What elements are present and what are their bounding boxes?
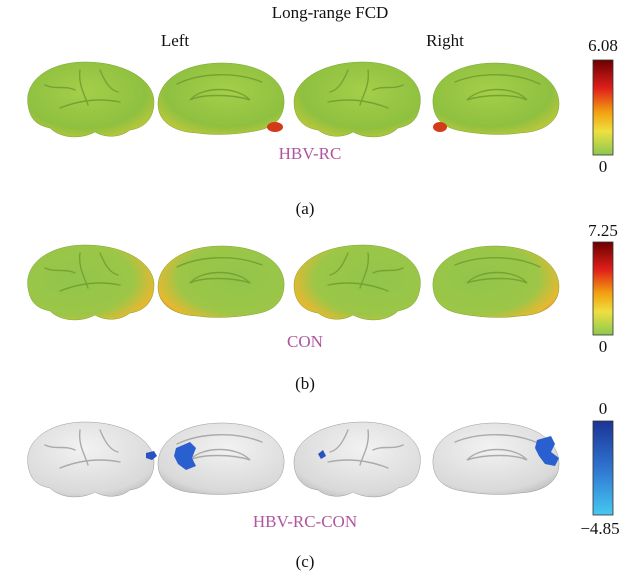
brain-lateral-right <box>294 62 420 137</box>
brain-medial-left <box>158 63 284 134</box>
colorbar <box>593 242 613 335</box>
group-label: CON <box>287 332 323 351</box>
brain-medial-left <box>158 246 284 317</box>
colorbar-max: 7.25 <box>588 221 618 240</box>
brain-lateral-left <box>28 245 154 320</box>
brain-row <box>28 422 559 497</box>
brain-medial-right <box>433 63 559 134</box>
group-label: HBV-RC <box>279 144 342 163</box>
brain-lateral-left <box>28 62 154 137</box>
panel-label: (a) <box>296 199 315 218</box>
brain-medial-right <box>433 423 559 494</box>
colorbar-max: 0 <box>599 399 608 418</box>
colorbar-min: −4.85 <box>580 519 619 538</box>
brain-row <box>28 245 559 320</box>
hotspot <box>433 122 447 132</box>
colorbar-max: 6.08 <box>588 36 618 55</box>
hotspot <box>267 122 283 132</box>
brain-lateral-left <box>28 422 154 497</box>
colorbar-min: 0 <box>599 157 608 176</box>
brain-lateral-right <box>294 422 420 497</box>
brain-medial-right <box>433 246 559 317</box>
panel-label: (b) <box>295 374 315 393</box>
panel-label: (c) <box>296 552 315 571</box>
brain-row <box>28 62 559 137</box>
brain-lateral-right <box>294 245 420 320</box>
figure: Long-range FCD Left Right HBV-RC 6.08 0 … <box>0 0 635 577</box>
hemisphere-label: Left <box>161 31 190 50</box>
group-label: HBV-RC-CON <box>253 512 357 531</box>
hemisphere-label: Right <box>426 31 464 50</box>
figure-title: Long-range FCD <box>272 3 389 22</box>
colorbar <box>593 421 613 515</box>
colorbar-min: 0 <box>599 337 608 356</box>
colorbar <box>593 60 613 155</box>
